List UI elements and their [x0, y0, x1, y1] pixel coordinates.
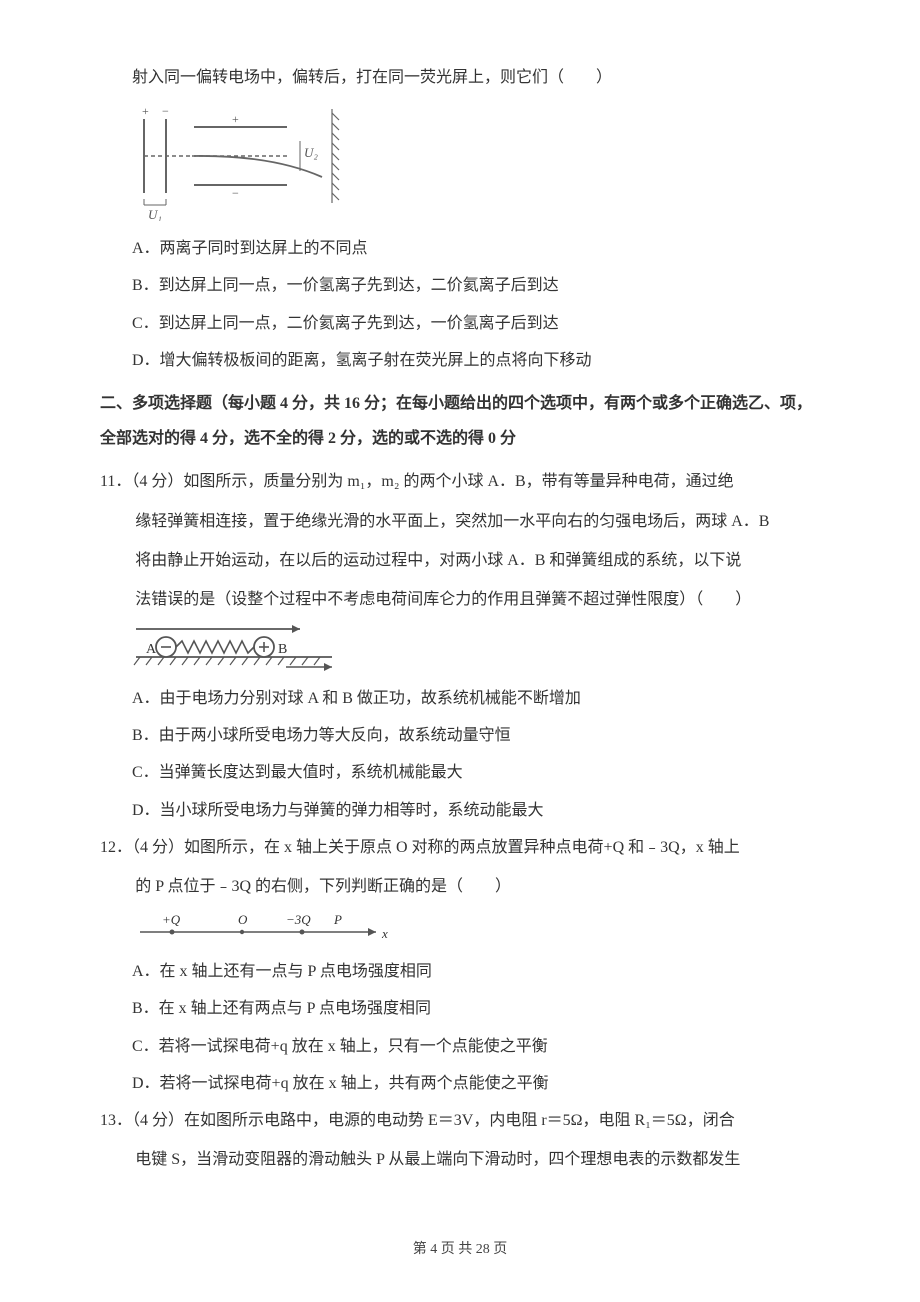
q11-optC: C．当弹簧长度达到最大值时，系统机械能最大: [100, 755, 820, 790]
q11-optA: A．由于电场力分别对球 A 和 B 做正功，故系统机械能不断增加: [100, 681, 820, 716]
u1-label: U₁: [148, 207, 162, 221]
q10-cont-line: 射入同一偏转电场中，偏转后，打在同一荧光屏上，则它们（ ）: [100, 60, 820, 95]
q12-axis-diagram: +Q O −3Q P x: [132, 910, 820, 944]
q10-optC: C．到达屏上同一点，二价氦离子先到达，一价氢离子后到达: [100, 306, 820, 341]
q11-optD: D．当小球所受电场力与弹簧的弹力相等时，系统动能最大: [100, 793, 820, 828]
q12-stem-2: 的 P 点位于﹣3Q 的右侧，下列判断正确的是（ ）: [100, 869, 820, 904]
minus-bottom: −: [232, 186, 239, 200]
ball-B-label: B: [278, 642, 287, 657]
q10-optA: A．两离子同时到达屏上的不同点: [100, 231, 820, 266]
x-label: x: [381, 926, 388, 941]
q11-stem-4: 法错误的是（设整个过程中不考虑电荷间库仑力的作用且弹簧不超过弹性限度）（ ）: [100, 582, 820, 617]
q10-diagram: + − + − U₂ U₁: [132, 101, 820, 221]
q13-stem-1: 13．（4 分）在如图所示电路中，电源的电动势 E＝3V，内电阻 r＝5Ω，电阻…: [100, 1103, 820, 1138]
q12-optB: B．在 x 轴上还有两点与 P 点电场强度相同: [100, 991, 820, 1026]
section2-header: 二、多项选择题（每小题 4 分，共 16 分；在每小题给出的四个选项中，有两个或…: [100, 386, 820, 456]
q11-stem-1: 11．（4 分）如图所示，质量分别为 m₁，m₂ 的两个小球 A．B，带有等量异…: [100, 464, 820, 499]
origin-label: O: [238, 912, 248, 927]
q12-stem-1: 12．（4 分）如图所示，在 x 轴上关于原点 O 对称的两点放置异种点电荷+Q…: [100, 830, 820, 865]
q11-stem-2: 缘轻弹簧相连接，置于绝缘光滑的水平面上，突然加一水平向右的匀强电场后，两球 A．…: [100, 504, 820, 539]
plus-left: +: [142, 104, 149, 118]
q11-optB: B．由于两小球所受电场力等大反向，故系统动量守恒: [100, 718, 820, 753]
plus-top: +: [232, 112, 239, 126]
minus-left: −: [162, 104, 169, 118]
minus3Q-label: −3Q: [286, 912, 311, 927]
q10-optB: B．到达屏上同一点，一价氢离子先到达，二价氦离子后到达: [100, 268, 820, 303]
q10-optD: D．增大偏转极板间的距离，氢离子射在荧光屏上的点将向下移动: [100, 343, 820, 378]
ball-A-label: A: [146, 642, 157, 657]
q11-stem-3: 将由静止开始运动，在以后的运动过程中，对两小球 A．B 和弹簧组成的系统，以下说: [100, 543, 820, 578]
plusQ-label: +Q: [162, 912, 181, 927]
q13-stem-2: 电键 S，当滑动变阻器的滑动触头 P 从最上端向下滑动时，四个理想电表的示数都发…: [100, 1142, 820, 1177]
q12-optA: A．在 x 轴上还有一点与 P 点电场强度相同: [100, 954, 820, 989]
page-footer: 第 4 页 共 28 页: [0, 1235, 920, 1266]
q12-optD: D．若将一试探电荷+q 放在 x 轴上，共有两个点能使之平衡: [100, 1066, 820, 1101]
q12-optC: C．若将一试探电荷+q 放在 x 轴上，只有一个点能使之平衡: [100, 1029, 820, 1064]
u2-label: U₂: [304, 145, 318, 160]
q11-diagram: A B: [132, 623, 820, 671]
P-label: P: [333, 912, 342, 927]
